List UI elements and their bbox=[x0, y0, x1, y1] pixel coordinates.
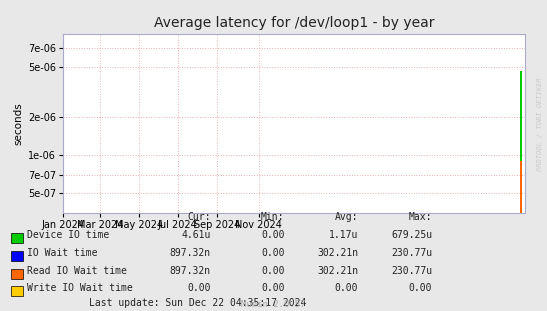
Text: Avg:: Avg: bbox=[335, 212, 358, 222]
Bar bbox=[520, 161, 522, 251]
Text: Min:: Min: bbox=[261, 212, 284, 222]
Bar bbox=[520, 71, 522, 251]
Text: Cur:: Cur: bbox=[187, 212, 211, 222]
Text: 230.77u: 230.77u bbox=[391, 266, 432, 276]
Text: 679.25u: 679.25u bbox=[391, 230, 432, 240]
Text: Device IO time: Device IO time bbox=[27, 230, 109, 240]
Text: IO Wait time: IO Wait time bbox=[27, 248, 98, 258]
Text: 4.61u: 4.61u bbox=[181, 230, 211, 240]
Y-axis label: seconds: seconds bbox=[14, 102, 24, 145]
Text: 0.00: 0.00 bbox=[409, 283, 432, 293]
Text: Write IO Wait time: Write IO Wait time bbox=[27, 283, 133, 293]
Text: Max:: Max: bbox=[409, 212, 432, 222]
Text: 1.17u: 1.17u bbox=[329, 230, 358, 240]
Text: Munin 2.0.57: Munin 2.0.57 bbox=[241, 300, 306, 309]
Text: 0.00: 0.00 bbox=[261, 230, 284, 240]
Text: 0.00: 0.00 bbox=[335, 283, 358, 293]
Text: 0.00: 0.00 bbox=[261, 266, 284, 276]
Text: 897.32n: 897.32n bbox=[170, 266, 211, 276]
Text: 230.77u: 230.77u bbox=[391, 248, 432, 258]
Text: 0.00: 0.00 bbox=[187, 283, 211, 293]
Text: 0.00: 0.00 bbox=[261, 283, 284, 293]
Text: 0.00: 0.00 bbox=[261, 248, 284, 258]
Bar bbox=[520, 161, 522, 251]
Title: Average latency for /dev/loop1 - by year: Average latency for /dev/loop1 - by year bbox=[154, 16, 434, 30]
Text: Read IO Wait time: Read IO Wait time bbox=[27, 266, 127, 276]
Text: 302.21n: 302.21n bbox=[317, 248, 358, 258]
Text: 302.21n: 302.21n bbox=[317, 266, 358, 276]
Text: Last update: Sun Dec 22 04:35:17 2024: Last update: Sun Dec 22 04:35:17 2024 bbox=[89, 298, 306, 308]
Text: RRDTOOL / TOBI OETIKER: RRDTOOL / TOBI OETIKER bbox=[537, 78, 543, 171]
Text: 897.32n: 897.32n bbox=[170, 248, 211, 258]
